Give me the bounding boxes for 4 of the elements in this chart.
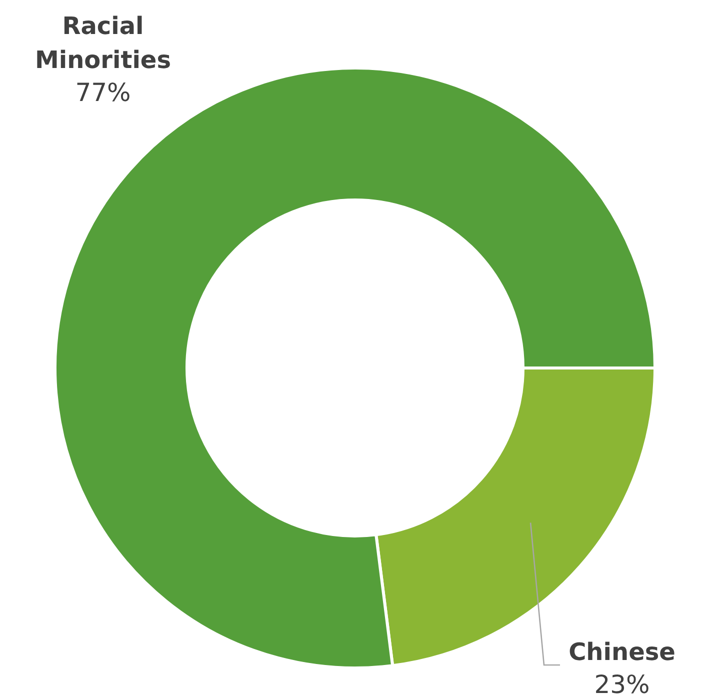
slice-label: Racial Minorities (34, 12, 172, 74)
data-label: 23% (594, 670, 650, 699)
data-label: 77% (75, 78, 131, 107)
slice-label: Chinese (568, 638, 676, 666)
